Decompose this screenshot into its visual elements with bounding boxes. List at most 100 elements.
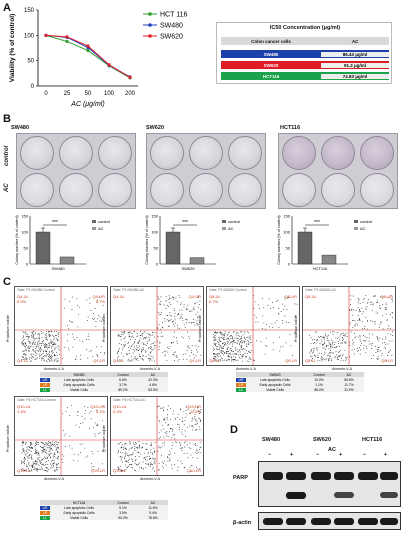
event-dot: [69, 320, 70, 322]
event-dot: [95, 321, 97, 322]
table-cell: 10.0%: [314, 377, 324, 382]
event-dot: [135, 359, 137, 361]
event-dot: [149, 358, 151, 360]
event-dot: [317, 357, 319, 359]
table-cell: 42.3%: [148, 377, 158, 382]
event-dot: [324, 341, 325, 343]
event-dot: [25, 454, 26, 456]
event-dot: [37, 453, 39, 455]
event-dot: [227, 338, 229, 340]
event-dot: [136, 348, 137, 350]
flow-scatter: [15, 397, 107, 475]
event-dot: [136, 358, 137, 360]
event-dot: [182, 318, 183, 319]
event-dot: [143, 337, 145, 339]
event-dot: [129, 441, 131, 442]
quadrant-label-ul: Q8-UL: [305, 294, 317, 299]
event-dot: [309, 352, 311, 354]
event-dot: [131, 447, 133, 449]
event-dot: [37, 458, 39, 460]
event-dot: [160, 436, 162, 438]
event-dot: [53, 454, 55, 456]
event-dot: [77, 410, 79, 412]
event-dot: [154, 451, 156, 453]
event-dot: [75, 359, 77, 361]
event-dot: [125, 469, 127, 471]
event-dot: [55, 346, 57, 348]
event-dot: [227, 346, 229, 348]
event-dot: [186, 350, 188, 352]
event-dot: [98, 314, 100, 316]
event-dot: [317, 360, 319, 361]
event-dot: [197, 418, 199, 420]
event-dot: [392, 317, 393, 319]
event-dot: [137, 350, 139, 352]
event-dot: [176, 416, 178, 418]
event-dot: [57, 446, 59, 448]
event-dot: [55, 354, 56, 356]
event-dot: [121, 470, 122, 472]
event-dot: [340, 349, 342, 351]
event-dot: [148, 347, 150, 349]
event-dot: [190, 322, 192, 324]
event-dot: [385, 338, 387, 340]
y-tick-label: 50: [27, 59, 34, 65]
event-dot: [343, 335, 344, 337]
event-dot: [41, 468, 43, 469]
event-dot: [162, 461, 163, 463]
event-dot: [346, 332, 348, 334]
event-dot: [158, 303, 160, 305]
event-dot: [326, 338, 328, 339]
event-dot: [332, 340, 334, 342]
event-dot: [234, 353, 236, 355]
event-dot: [50, 339, 52, 341]
event-dot: [386, 319, 388, 321]
event-dot: [69, 445, 70, 447]
event-dot: [197, 297, 199, 298]
event-dot: [84, 406, 85, 407]
event-dot: [131, 464, 133, 465]
event-dot: [391, 355, 393, 356]
event-dot: [128, 455, 130, 457]
event-dot: [171, 428, 173, 430]
event-dot: [242, 340, 244, 342]
event-dot: [56, 331, 57, 332]
event-dot: [172, 320, 174, 322]
event-dot: [328, 341, 330, 343]
event-dot: [263, 322, 265, 324]
event-dot: [285, 342, 287, 344]
event-dot: [161, 465, 163, 467]
well: [360, 173, 394, 207]
event-dot: [314, 342, 315, 343]
event-dot: [335, 347, 337, 349]
event-dot: [191, 350, 193, 351]
event-dot: [123, 344, 125, 346]
event-dot: [181, 336, 183, 338]
event-dot: [174, 452, 176, 454]
event-dot: [272, 302, 274, 304]
event-dot: [188, 447, 190, 449]
event-dot: [198, 321, 200, 323]
event-dot: [138, 462, 140, 464]
event-dot: [92, 318, 94, 319]
event-dot: [220, 333, 222, 335]
event-dot: [124, 453, 126, 455]
quadrant-label-ur: Q10-UR: [90, 404, 105, 409]
event-dot: [234, 353, 236, 355]
event-dot: [219, 338, 221, 339]
event-dot: [45, 458, 47, 459]
data-point: [86, 44, 90, 48]
event-dot: [391, 312, 393, 314]
table-row: UR Late apoptotic Cells 5.1% 11.6%: [40, 505, 168, 510]
legend-label: HCT 116: [160, 12, 187, 19]
event-dot: [94, 317, 95, 319]
event-dot: [167, 315, 169, 316]
x-tick-label: 50: [85, 91, 92, 97]
event-dot: [26, 446, 28, 448]
ic50-row-value: 86.43 μg/ml: [321, 51, 389, 57]
event-dot: [134, 448, 136, 449]
event-dot: [147, 341, 149, 342]
event-dot: [152, 453, 154, 455]
event-dot: [176, 342, 178, 344]
event-dot: [36, 453, 38, 455]
